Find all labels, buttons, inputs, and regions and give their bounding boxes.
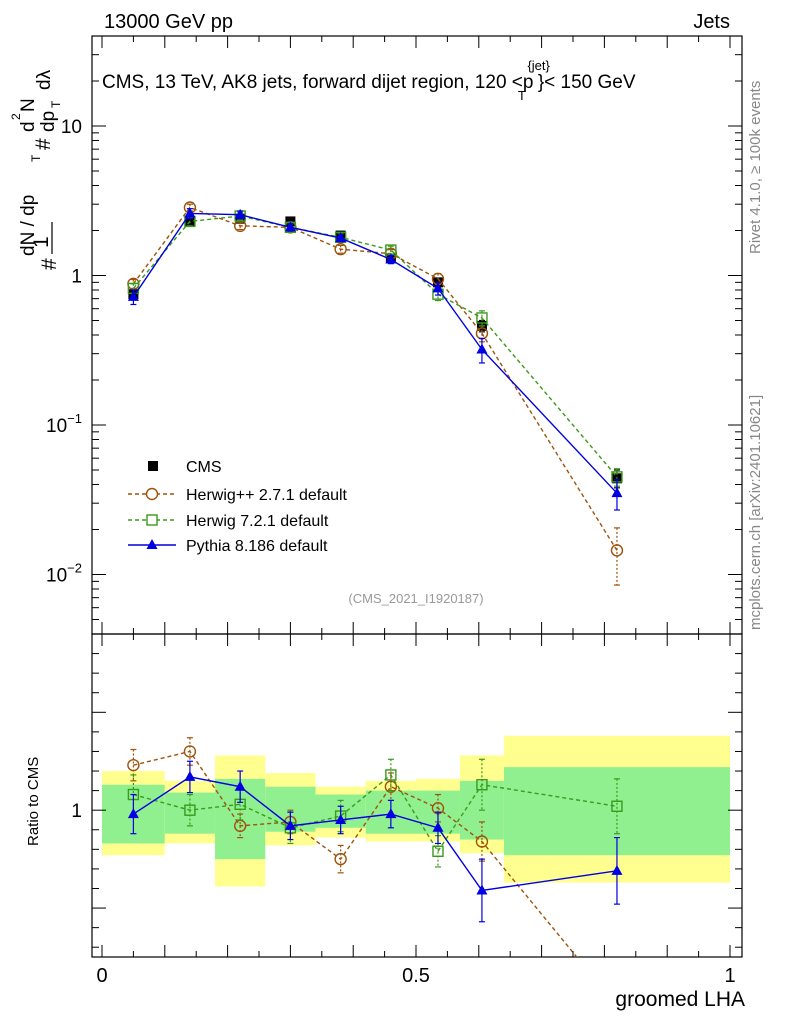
x-axis-label: groomed LHA [615,988,745,1011]
svg-text:2: 2 [9,113,23,120]
svg-text:N: N [18,98,39,112]
ratio-panel-frame [91,633,743,958]
svg-text:dλ: dλ [34,69,55,90]
legend: CMS Herwig++ 2.7.1 default Herwig 7.2.1 … [128,459,348,555]
legend-label-herwig7: Herwig 7.2.1 default [186,513,329,530]
y-axis-label: # 1 dN / dp T # d 2 N dp T dλ [9,69,63,270]
point-pythia-8-186-default-3 [284,221,296,232]
svg-text:dN / dp: dN / dp [18,195,39,256]
svg-text:dp: dp [38,111,59,132]
line-pythia-8-186-default [132,212,618,494]
main-y-tick-label: 10−2 [46,561,82,587]
ratio-point-herwig-7-2-1-default-8 [611,800,623,812]
legend-label-cms: CMS [186,459,222,476]
point-pythia-8-186-default-8 [611,487,623,498]
ratio-point-pythia-8-186-default-8 [611,864,623,875]
ratio-point-herwig-2-7-1-default-4 [334,852,347,866]
point-pythia-8-186-default-1 [184,207,196,218]
ratio-point-pythia-8-186-default-4 [335,813,347,824]
point-pythia-8-186-default-5 [385,253,397,264]
ratio-point-herwig-2-7-1-default-2 [233,819,247,833]
svg-text:T: T [29,154,43,162]
svg-text:#: # [32,138,55,150]
x-tick-label: 0 [96,965,107,987]
main-y-tick-label: 10−1 [46,411,82,437]
point-herwig-2-7-1-default-2 [233,219,247,233]
point-herwig-2-7-1-default-4 [334,242,347,256]
point-pythia-8-186-default-4 [335,232,347,243]
svg-text:#: # [38,258,61,270]
main-y-tick-label: 10 [61,117,82,138]
legend-label-pythia: Pythia 8.186 default [186,538,328,555]
legend-marker-pythia [146,539,158,549]
ratio-point-pythia-8-186-default-0 [127,808,139,819]
svg-text:d: d [18,121,39,132]
header-left: 13000 GeV pp [104,11,233,33]
main-y-tick-label: 1 [71,267,82,288]
ratio-point-herwig-7-2-1-default-5 [385,769,397,781]
point-pythia-8-186-default-2 [234,208,246,219]
ratio-y-axis-label: Ratio to CMS [25,757,42,846]
legend-marker-herwigpp [145,487,159,501]
mcplots-credit-text: mcplots.cern.ch [arXiv:2401.10621] [747,395,764,630]
rivet-version-text: Rivet 4.1.0, ≥ 100k events [747,81,764,254]
legend-label-herwigpp: Herwig++ 2.7.1 default [186,487,348,504]
x-tick-label: 1 [724,965,735,987]
ratio-point-pythia-8-186-default-2 [234,780,246,791]
ratio-point-pythia-8-186-default-1 [184,770,196,781]
point-pythia-8-186-default-6 [432,282,444,293]
ratio-point-herwig-7-2-1-default-1 [184,804,196,816]
ratio-point-herwig-2-7-1-default-1 [183,745,197,758]
line-herwig-7-2-1-default [132,215,618,478]
header-right: Jets [693,11,730,33]
point-pythia-8-186-default-0 [127,290,139,301]
ratio-point-pythia-8-186-default-6 [432,821,444,832]
ratio-point-herwig-7-2-1-default-7 [476,779,488,791]
point-pythia-8-186-default-7 [476,343,488,354]
ratio-point-pythia-8-186-default-3 [284,819,296,830]
x-tick-label: 0.5 [402,965,430,987]
legend-marker-herwig7 [146,514,158,526]
ratio-point-pythia-8-186-default-5 [385,808,397,819]
svg-text:T: T [49,100,63,108]
ratio-point-herwig-2-7-1-default-7 [475,835,489,848]
ratio-point-pythia-8-186-default-7 [476,884,488,895]
ratio-point-herwig-7-2-1-default-6 [432,845,444,857]
ratio-point-herwig-2-7-1-default-0 [127,758,140,772]
point-herwig-2-7-1-default-7 [475,327,489,340]
point-herwig-2-7-1-default-8 [610,544,624,557]
plot-title: CMS, 13 TeV, AK8 jets, forward dijet reg… [102,58,636,103]
svg-text:1: 1 [30,236,53,248]
point-herwig-7-2-1-default-7 [476,312,488,324]
legend-marker-cms [148,461,158,471]
analysis-watermark: (CMS_2021_I1920187) [348,591,483,606]
ratio-y-tick-label: 1 [71,801,82,822]
